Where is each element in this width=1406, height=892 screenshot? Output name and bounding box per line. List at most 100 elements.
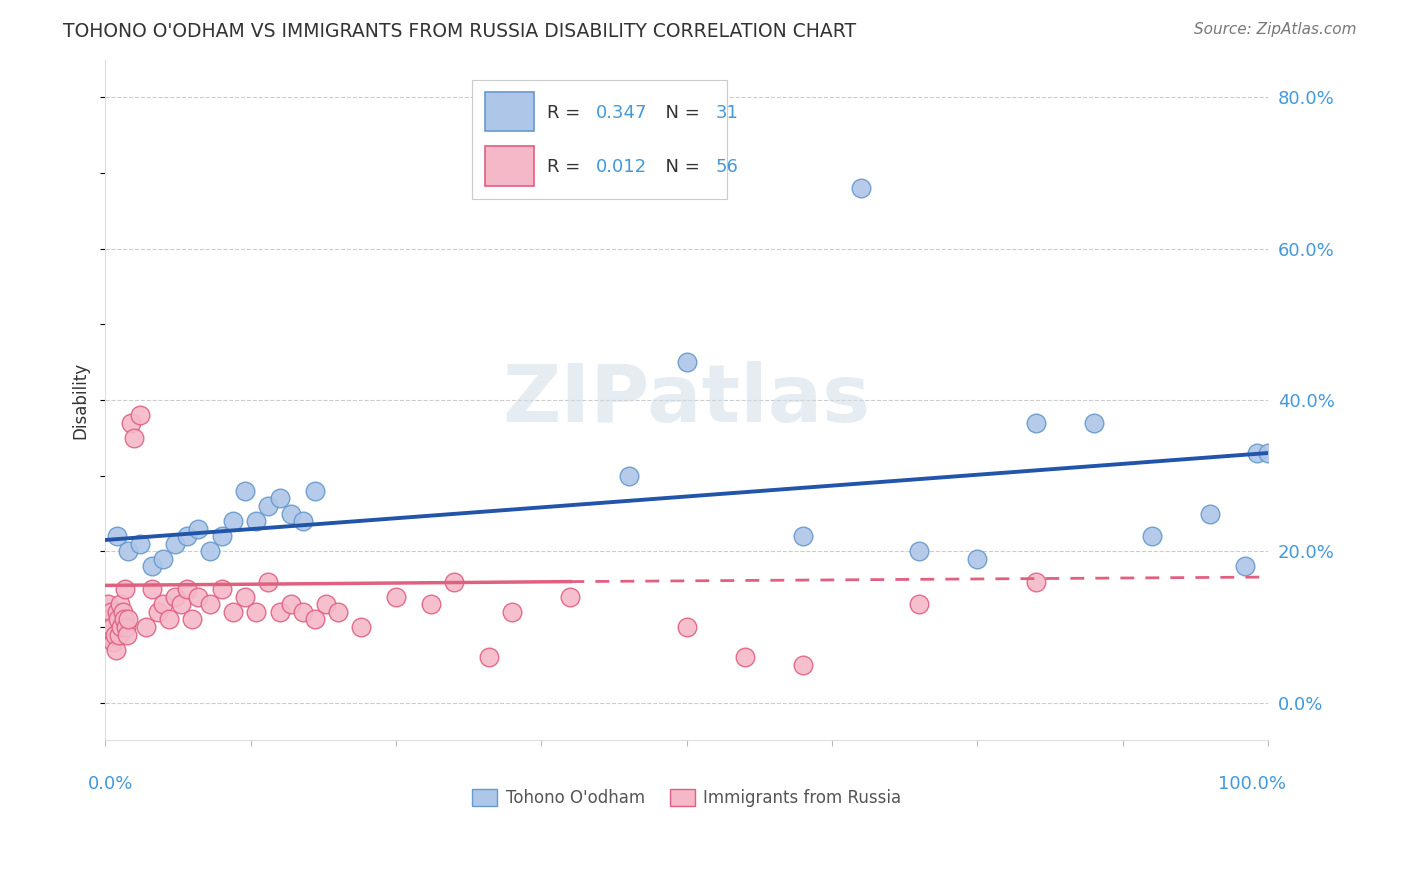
Y-axis label: Disability: Disability: [72, 361, 89, 439]
Point: [163, 590, 186, 604]
Point: [110, 597, 132, 611]
Point: [257, 574, 280, 589]
Point: [269, 605, 291, 619]
Point: [107, 612, 129, 626]
Point: [1140, 529, 1163, 543]
Text: 0.347: 0.347: [596, 103, 648, 121]
Point: [966, 552, 988, 566]
Point: [326, 605, 349, 619]
Point: [1257, 446, 1279, 460]
Point: [96, 597, 118, 611]
Point: [280, 507, 302, 521]
Point: [198, 597, 221, 611]
Point: [560, 590, 582, 604]
Point: [108, 627, 131, 641]
Point: [146, 605, 169, 619]
Point: [163, 537, 186, 551]
Point: [112, 612, 135, 626]
Point: [115, 620, 138, 634]
Point: [1025, 574, 1047, 589]
Point: [211, 529, 233, 543]
Point: [617, 468, 640, 483]
Point: [141, 582, 163, 597]
Point: [120, 416, 142, 430]
Point: [117, 544, 139, 558]
Point: [117, 627, 139, 641]
Point: [101, 620, 124, 634]
Point: [1233, 559, 1256, 574]
Point: [211, 582, 233, 597]
Point: [419, 597, 441, 611]
Point: [350, 620, 373, 634]
Text: 56: 56: [716, 158, 738, 177]
Point: [734, 650, 756, 665]
Point: [176, 529, 198, 543]
Text: N =: N =: [654, 103, 706, 121]
Point: [233, 590, 256, 604]
Text: TOHONO O'ODHAM VS IMMIGRANTS FROM RUSSIA DISABILITY CORRELATION CHART: TOHONO O'ODHAM VS IMMIGRANTS FROM RUSSIA…: [63, 22, 856, 41]
Point: [98, 627, 121, 641]
Text: N =: N =: [654, 158, 706, 177]
Point: [675, 620, 697, 634]
Point: [245, 514, 267, 528]
Point: [908, 544, 931, 558]
Point: [792, 657, 814, 672]
Point: [291, 605, 314, 619]
Point: [269, 491, 291, 506]
Point: [110, 620, 132, 634]
Point: [222, 514, 245, 528]
Point: [385, 590, 408, 604]
Point: [233, 483, 256, 498]
Point: [103, 627, 125, 641]
Point: [792, 529, 814, 543]
Point: [291, 514, 314, 528]
Text: R =: R =: [547, 158, 586, 177]
Legend: Tohono O'odham, Immigrants from Russia: Tohono O'odham, Immigrants from Russia: [465, 782, 908, 814]
FancyBboxPatch shape: [485, 92, 534, 131]
Point: [152, 552, 174, 566]
Point: [124, 431, 146, 445]
Text: ZIPatlas: ZIPatlas: [502, 361, 870, 439]
Point: [100, 605, 122, 619]
Point: [129, 408, 152, 422]
Text: 31: 31: [716, 103, 738, 121]
Point: [104, 642, 127, 657]
Text: R =: R =: [547, 103, 586, 121]
Point: [114, 582, 136, 597]
Point: [97, 612, 120, 626]
Point: [443, 574, 465, 589]
Point: [157, 612, 180, 626]
Point: [129, 537, 152, 551]
Point: [111, 605, 134, 619]
Point: [315, 597, 337, 611]
Point: [117, 612, 139, 626]
Text: 0.0%: 0.0%: [87, 774, 134, 792]
FancyBboxPatch shape: [471, 80, 727, 199]
Point: [257, 499, 280, 513]
Point: [478, 650, 501, 665]
Point: [187, 522, 209, 536]
Point: [181, 612, 204, 626]
Point: [501, 605, 523, 619]
Point: [187, 590, 209, 604]
Point: [1083, 416, 1105, 430]
Text: 100.0%: 100.0%: [1218, 774, 1285, 792]
Point: [105, 529, 128, 543]
Text: Source: ZipAtlas.com: Source: ZipAtlas.com: [1194, 22, 1357, 37]
Point: [245, 605, 267, 619]
Point: [198, 544, 221, 558]
Point: [1199, 507, 1222, 521]
Point: [141, 559, 163, 574]
Point: [304, 612, 326, 626]
Point: [304, 483, 326, 498]
Point: [675, 355, 697, 369]
Point: [135, 620, 157, 634]
Point: [105, 605, 128, 619]
Point: [908, 597, 931, 611]
Point: [1025, 416, 1047, 430]
FancyBboxPatch shape: [485, 146, 534, 186]
Point: [849, 181, 872, 195]
Point: [152, 597, 174, 611]
Text: 0.012: 0.012: [596, 158, 647, 177]
Point: [170, 597, 193, 611]
